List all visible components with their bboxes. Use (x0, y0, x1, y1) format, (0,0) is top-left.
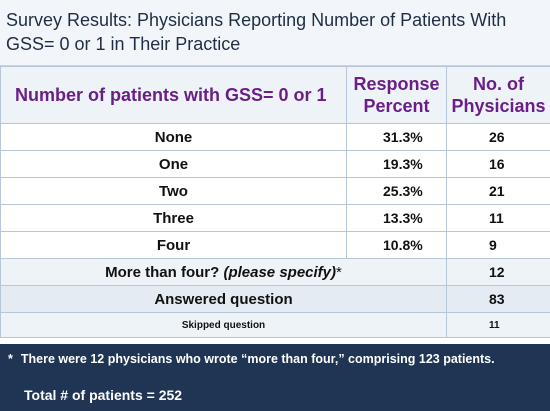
title-line-1: Survey Results: Physicians Reporting Num… (6, 10, 507, 30)
skipped-label: Skipped question (0, 312, 447, 338)
footnote: * There were 12 physicians who wrote “mor… (8, 352, 495, 366)
row-label: Two (0, 177, 347, 205)
skipped-count: 11 (446, 312, 550, 338)
table-row-skipped: Skipped question 11 (0, 312, 550, 338)
table-row-answered: Answered question 83 (0, 285, 550, 313)
table-row: Two 25.3% 21 (0, 177, 550, 205)
row-percent: 25.3% (346, 177, 447, 205)
row-percent: 10.8% (346, 231, 447, 259)
table-row: Three 13.3% 11 (0, 204, 550, 232)
more-than-four-star: * (336, 263, 342, 281)
table-row-more-than-four: More than four? (please specify)* 12 (0, 258, 550, 286)
table-row: One 19.3% 16 (0, 150, 550, 178)
header-response-line2: Percent (363, 96, 430, 116)
header-response-line1: Response (353, 74, 440, 94)
row-label: Three (0, 204, 347, 232)
more-than-four-label: More than four? (please specify)* (0, 258, 447, 286)
row-count: 9 (446, 231, 550, 259)
survey-table: Number of patients with GSS= 0 or 1 Resp… (0, 66, 550, 338)
slide-title: Survey Results: Physicians Reporting Num… (0, 0, 550, 66)
answered-count: 83 (446, 285, 550, 313)
answered-label: Answered question (0, 285, 447, 313)
row-percent: 19.3% (346, 150, 447, 178)
table-row: Four 10.8% 9 (0, 231, 550, 259)
footnote-star: * (8, 352, 13, 366)
row-percent: 13.3% (346, 204, 447, 232)
please-specify-text: (please specify) (223, 263, 337, 281)
header-physicians-line1: No. of (473, 74, 524, 94)
more-than-four-count: 12 (446, 258, 550, 286)
header-num-physicians: No. of Physicians (446, 66, 550, 124)
footnote-text: There were 12 physicians who wrote “more… (20, 352, 495, 366)
row-label: None (0, 123, 347, 151)
row-count: 26 (446, 123, 550, 151)
header-physicians-line2: Physicians (451, 96, 546, 116)
footer-note-panel: * There were 12 physicians who wrote “mor… (0, 344, 550, 411)
table-row: None 31.3% 26 (0, 123, 550, 151)
row-count: 21 (446, 177, 550, 205)
header-patients: Number of patients with GSS= 0 or 1 (0, 66, 347, 124)
title-line-2: GSS= 0 or 1 in Their Practice (6, 34, 241, 54)
row-count: 16 (446, 150, 550, 178)
row-percent: 31.3% (346, 123, 447, 151)
header-response-percent: Response Percent (346, 66, 447, 124)
row-label: Four (0, 231, 347, 259)
total-patients: Total # of patients = 252 (24, 387, 183, 403)
table-header-row: Number of patients with GSS= 0 or 1 Resp… (0, 66, 550, 124)
row-label: One (0, 150, 347, 178)
row-count: 11 (446, 204, 550, 232)
more-than-four-main: More than four? (105, 263, 224, 281)
